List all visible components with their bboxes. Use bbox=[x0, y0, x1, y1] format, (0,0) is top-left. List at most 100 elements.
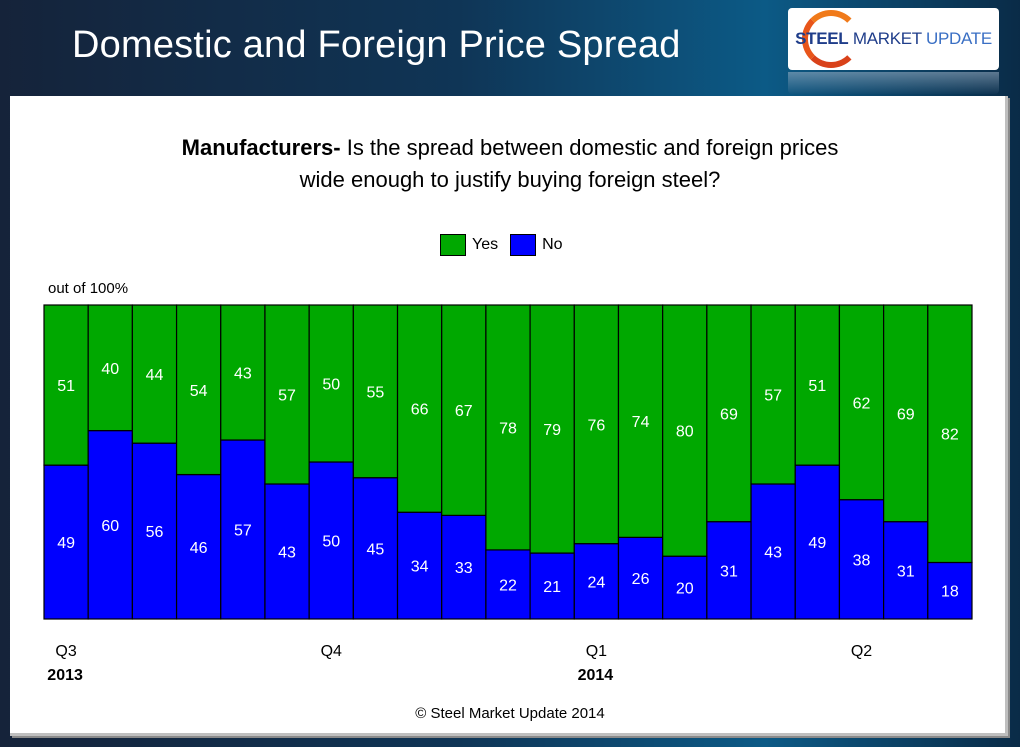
data-label-no: 21 bbox=[543, 579, 561, 596]
bar-yes bbox=[883, 304, 929, 523]
data-label-no: 24 bbox=[587, 574, 605, 591]
data-label-no: 33 bbox=[455, 560, 473, 577]
data-label-no: 18 bbox=[941, 584, 959, 601]
chart-legend: Yes No bbox=[440, 234, 569, 256]
bar-yes bbox=[87, 304, 133, 432]
data-label-yes: 55 bbox=[367, 384, 385, 401]
data-label-yes: 62 bbox=[853, 395, 871, 412]
data-label-no: 49 bbox=[808, 535, 826, 552]
bar-yes bbox=[617, 304, 664, 538]
data-label-no: 38 bbox=[853, 552, 871, 569]
logo-arc-icon bbox=[802, 10, 860, 68]
bar-no bbox=[750, 483, 796, 620]
bar-yes bbox=[264, 304, 310, 485]
bar-no bbox=[43, 464, 89, 620]
legend-swatch-no bbox=[510, 234, 537, 256]
legend-swatch-yes bbox=[440, 234, 466, 256]
x-tick-quarter: Q2 bbox=[851, 643, 872, 660]
data-label-no: 34 bbox=[411, 559, 429, 576]
data-label-yes: 69 bbox=[720, 406, 738, 423]
bar-no bbox=[573, 543, 620, 620]
bar-yes bbox=[662, 304, 708, 557]
data-label-no: 20 bbox=[676, 581, 694, 598]
data-label-no: 22 bbox=[499, 577, 517, 594]
x-tick-quarter: Q1 bbox=[586, 643, 607, 660]
bar-yes bbox=[485, 304, 531, 551]
data-label-no: 26 bbox=[632, 571, 650, 588]
data-label-yes: 50 bbox=[322, 377, 340, 394]
bar-no bbox=[441, 514, 487, 620]
chart-title-bold: Manufacturers- bbox=[181, 135, 341, 160]
data-label-no: 31 bbox=[897, 563, 915, 580]
data-label-yes: 66 bbox=[411, 402, 429, 419]
data-label-yes: 57 bbox=[278, 387, 296, 404]
data-label-no: 50 bbox=[322, 534, 340, 551]
bar-yes bbox=[396, 304, 443, 513]
legend-item-no: No bbox=[510, 234, 563, 256]
chart-title-line2: wide enough to justify buying foreign st… bbox=[299, 167, 721, 192]
bar-no bbox=[220, 439, 266, 620]
bar-yes bbox=[131, 304, 178, 444]
bar-no bbox=[87, 430, 133, 620]
x-tick-quarter: Q3 bbox=[55, 643, 76, 660]
data-label-no: 46 bbox=[190, 540, 208, 557]
data-label-yes: 44 bbox=[146, 367, 164, 384]
data-label-no: 45 bbox=[367, 541, 385, 558]
data-label-no: 43 bbox=[278, 544, 296, 561]
logo-text: STEEL MARKET UPDATE bbox=[795, 29, 992, 49]
bar-yes bbox=[838, 304, 885, 501]
data-label-yes: 67 bbox=[455, 403, 473, 420]
bar-no bbox=[617, 536, 664, 620]
data-label-no: 56 bbox=[146, 524, 164, 541]
bar-yes bbox=[43, 304, 89, 466]
bar-no bbox=[706, 521, 752, 620]
data-label-no: 43 bbox=[764, 544, 782, 561]
data-label-yes: 82 bbox=[941, 427, 959, 444]
bar-no bbox=[838, 499, 885, 620]
data-label-yes: 40 bbox=[101, 361, 119, 378]
bar-yes bbox=[352, 304, 399, 479]
bar-no bbox=[352, 477, 399, 620]
data-label-no: 57 bbox=[234, 523, 252, 540]
bar-no bbox=[131, 442, 178, 620]
chart-title: Manufacturers- Is the spread between dom… bbox=[0, 132, 1020, 196]
chart-title-line1: Is the spread between domestic and forei… bbox=[346, 135, 839, 160]
steel-market-update-logo: STEEL MARKET UPDATE bbox=[788, 8, 999, 70]
logo-text-steel: STEEL bbox=[795, 29, 849, 48]
data-label-yes: 79 bbox=[543, 422, 561, 439]
bar-yes bbox=[750, 304, 796, 485]
data-label-yes: 69 bbox=[897, 406, 915, 423]
data-label-yes: 76 bbox=[587, 417, 605, 434]
slide-title: Domestic and Foreign Price Spread bbox=[72, 24, 681, 66]
bar-no bbox=[308, 461, 354, 620]
bar-yes bbox=[794, 304, 841, 466]
bar-yes bbox=[706, 304, 752, 523]
bar-yes bbox=[529, 304, 575, 554]
x-tick-quarter: Q4 bbox=[321, 643, 342, 660]
data-label-yes: 74 bbox=[632, 414, 650, 431]
data-label-yes: 54 bbox=[190, 383, 208, 400]
logo-text-update: UPDATE bbox=[926, 29, 992, 48]
bar-no bbox=[927, 561, 973, 620]
bar-yes bbox=[308, 304, 354, 463]
data-label-yes: 78 bbox=[499, 420, 517, 437]
bar-no bbox=[175, 473, 222, 620]
data-label-yes: 43 bbox=[234, 366, 252, 383]
x-tick-year: 2014 bbox=[578, 667, 614, 684]
data-label-yes: 51 bbox=[57, 378, 75, 395]
data-label-no: 31 bbox=[720, 563, 738, 580]
logo-text-market: MARKET bbox=[852, 29, 922, 48]
data-label-no: 60 bbox=[101, 518, 119, 535]
data-label-no: 49 bbox=[57, 535, 75, 552]
data-label-yes: 51 bbox=[808, 378, 826, 395]
y-axis-label: out of 100% bbox=[48, 280, 129, 297]
data-label-yes: 57 bbox=[764, 387, 782, 404]
bar-yes bbox=[927, 304, 973, 564]
legend-label-yes: Yes bbox=[472, 236, 499, 253]
data-label-yes: 80 bbox=[676, 424, 694, 441]
bar-yes bbox=[175, 304, 222, 476]
bar-yes bbox=[220, 304, 266, 441]
x-tick-year: 2013 bbox=[47, 667, 83, 684]
legend-item-yes: Yes bbox=[440, 234, 498, 256]
